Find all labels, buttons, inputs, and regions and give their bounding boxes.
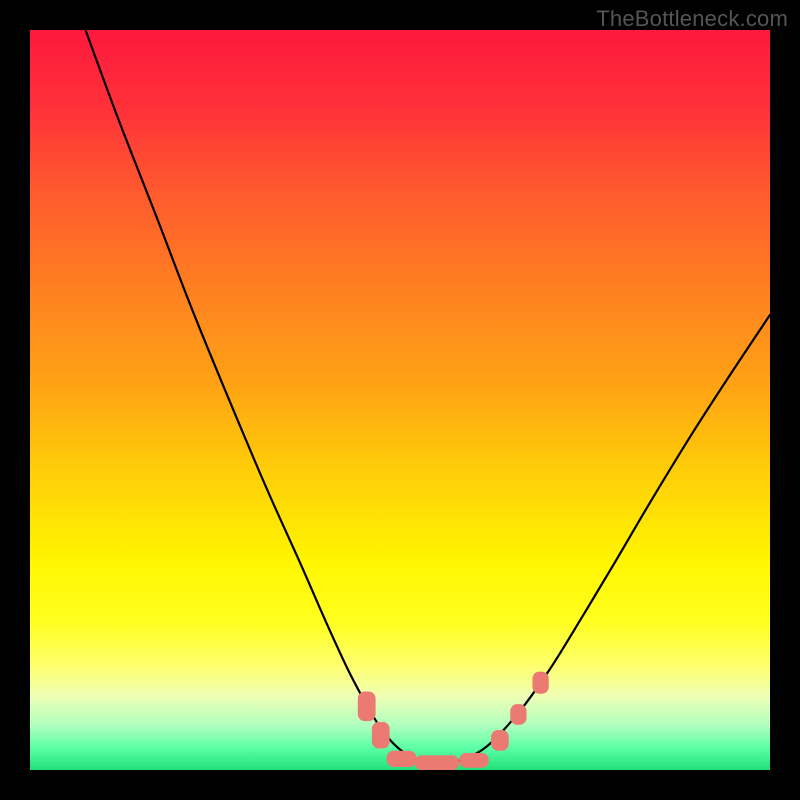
curve-marker: [459, 753, 489, 768]
watermark-text: TheBottleneck.com: [596, 6, 788, 32]
curve-marker: [358, 692, 376, 722]
bottleneck-chart: [30, 30, 770, 770]
chart-stage: TheBottleneck.com: [0, 0, 800, 800]
curve-marker: [510, 704, 526, 725]
curve-marker: [372, 722, 390, 749]
curve-marker: [491, 730, 509, 751]
curve-marker: [532, 672, 548, 694]
curve-marker: [387, 751, 417, 767]
curve-marker: [415, 755, 459, 770]
gradient-background: [30, 30, 770, 770]
